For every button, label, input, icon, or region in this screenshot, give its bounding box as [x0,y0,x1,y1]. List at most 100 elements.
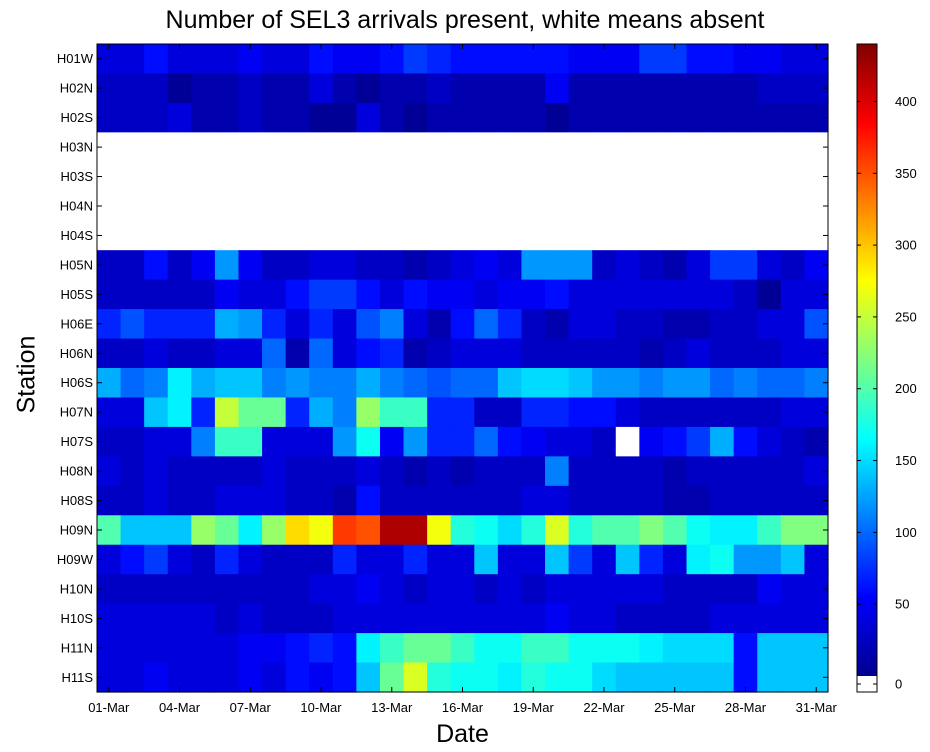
heatmap-cell [662,603,688,634]
heatmap-cell [144,515,169,546]
heatmap-cell [710,397,735,428]
heatmap-cell [167,544,192,575]
heatmap-cell [545,397,570,428]
heatmap-cell [214,338,240,369]
heatmap-cell [568,368,593,399]
heatmap-cell [474,456,499,487]
heatmap-cell [214,102,240,133]
heatmap-cell [356,397,381,428]
heatmap-cell [662,574,688,605]
heatmap-cell [733,44,758,75]
heatmap-cell [191,544,216,575]
heatmap-cell [356,73,381,104]
heatmap-cell [497,338,523,369]
heatmap-cell [757,73,782,104]
heatmap-cell [120,603,145,634]
heatmap-cell [780,544,806,575]
heatmap-cell [214,220,240,251]
heatmap-cell [262,279,287,310]
heatmap-cell [474,397,499,428]
heatmap-cell [144,456,169,487]
heatmap-cell [120,220,145,251]
heatmap-cell [686,161,711,192]
heatmap-cell [615,132,640,163]
heatmap-cell [379,220,405,251]
heatmap-cell [450,279,475,310]
heatmap-cell [568,102,593,133]
heatmap-cell [262,250,287,281]
heatmap-cell [757,485,782,516]
heatmap-cell [733,73,758,104]
heatmap-cell [332,73,357,104]
heatmap-cell [639,456,664,487]
heatmap-cell [427,485,452,516]
heatmap-cell [545,73,570,104]
heatmap-cell [379,397,405,428]
heatmap-cell [427,73,452,104]
heatmap-cell [144,397,169,428]
heatmap-cell [238,161,263,192]
heatmap-cell [686,132,711,163]
heatmap-cell [191,662,216,693]
y-tick-label: H07S [60,434,93,449]
heatmap-cell [450,191,475,222]
heatmap-cell [568,191,593,222]
heatmap-cell [379,73,405,104]
heatmap-cell [639,426,664,457]
heatmap-cell [780,574,806,605]
heatmap-cell [568,397,593,428]
heatmap-cell [686,633,711,664]
heatmap-cell [568,456,593,487]
heatmap-cell [757,574,782,605]
heatmap-cell [427,368,452,399]
heatmap-cell [615,485,640,516]
heatmap-cell [521,132,546,163]
heatmap-cell [497,515,523,546]
heatmap-cell [780,397,806,428]
heatmap-cell [662,102,688,133]
heatmap-cell [403,485,428,516]
heatmap-cell [639,338,664,369]
heatmap-cell [262,456,287,487]
y-tick-label: H04S [60,228,93,243]
heatmap-cell [285,191,310,222]
heatmap-cell [450,338,475,369]
heatmap-cell [144,574,169,605]
heatmap-cell [167,426,192,457]
heatmap-cell [710,515,735,546]
heatmap-cell [356,161,381,192]
heatmap-cell [592,132,617,163]
heatmap-cell [521,44,546,75]
heatmap-cell [120,250,145,281]
heatmap-cell [285,102,310,133]
heatmap-cell [309,426,334,457]
heatmap-cell [615,633,640,664]
heatmap-cell [568,603,593,634]
heatmap-cell [639,279,664,310]
heatmap-cell [662,397,688,428]
heatmap-cell [686,250,711,281]
heatmap-cell [379,44,405,75]
heatmap-cell [497,73,523,104]
heatmap-cell [497,220,523,251]
heatmap-cell [144,132,169,163]
heatmap-cell [568,73,593,104]
heatmap-cell [238,485,263,516]
heatmap-cell [757,338,782,369]
heatmap-cell [144,191,169,222]
heatmap-cell [167,574,192,605]
heatmap-cell [780,102,806,133]
heatmap-cell [545,44,570,75]
heatmap-cell [167,368,192,399]
heatmap-cell [780,309,806,340]
heatmap-cell [686,515,711,546]
heatmap-cell [167,485,192,516]
heatmap-cell [450,73,475,104]
heatmap-cell [356,191,381,222]
heatmap-cell [191,515,216,546]
heatmap-cell [403,132,428,163]
heatmap-cell [733,426,758,457]
y-tick-label: H11S [61,670,93,685]
heatmap-cell [356,485,381,516]
x-tick-label: 19-Mar [513,700,555,715]
